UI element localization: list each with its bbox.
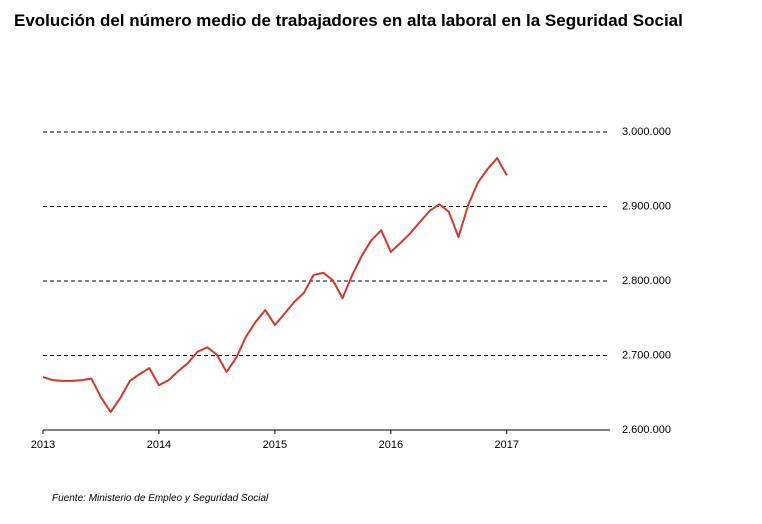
x-tick-label: 2016 [379, 439, 403, 451]
x-tick-label: 2014 [147, 439, 171, 451]
x-tick-label: 2015 [263, 439, 287, 451]
y-tick-label: 3.000.000 [622, 126, 671, 138]
y-tick-label: 2.600.000 [622, 424, 671, 436]
x-tick-label: 2013 [31, 439, 55, 451]
chart-title: Evolución del número medio de trabajador… [14, 11, 683, 30]
y-tick-label: 2.900.000 [622, 200, 671, 212]
data-line [42, 157, 508, 414]
x-tick-label: 2017 [495, 439, 519, 451]
source-note: Fuente: Ministerio de Empleo y Seguridad… [52, 493, 269, 504]
y-tick-label: 2.700.000 [622, 349, 671, 361]
y-tick-label: 2.800.000 [622, 275, 671, 287]
